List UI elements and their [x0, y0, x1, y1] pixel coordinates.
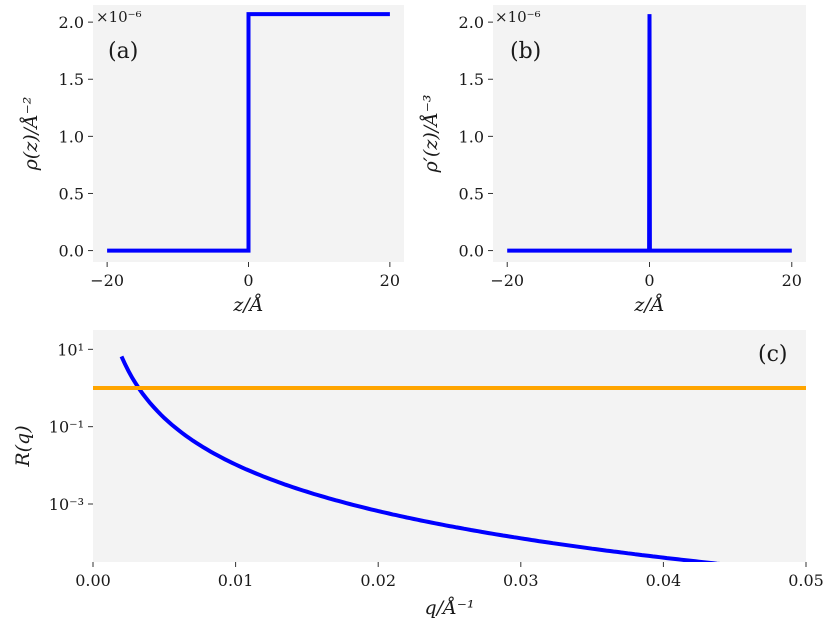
- y-tick-label: 2.0: [459, 13, 484, 32]
- panel-label: (a): [108, 39, 138, 64]
- y-tick-label: 10⁻¹: [49, 418, 84, 437]
- y-tick-label: 0.0: [459, 242, 484, 261]
- y-tick-label: 0.5: [59, 184, 84, 203]
- x-tick-label: 20: [380, 271, 400, 290]
- y-tick-label: 10⁻³: [49, 495, 84, 514]
- x-tick-label: 0.05: [788, 571, 824, 590]
- y-multiplier: ×10⁻⁶: [96, 8, 142, 26]
- x-tick-label: 0: [644, 271, 654, 290]
- y-axis-label: R(q): [12, 425, 34, 467]
- y-tick-label: 0.5: [459, 184, 484, 203]
- y-tick-label: 0.0: [59, 242, 84, 261]
- x-tick-label: −20: [90, 271, 124, 290]
- y-tick-label: 1.5: [459, 70, 484, 89]
- series-line-reflectivity: [119, 355, 721, 562]
- plot-area-c: [93, 330, 806, 562]
- x-tick-label: −20: [490, 271, 524, 290]
- series-line: [107, 12, 390, 253]
- x-axis-label: q/Å⁻¹: [425, 597, 475, 619]
- y-tick-label: 1.5: [59, 70, 84, 89]
- y-tick-label: 2.0: [59, 13, 84, 32]
- y-multiplier: ×10⁻⁶: [495, 8, 541, 26]
- x-axis-label: z/Å: [633, 294, 664, 316]
- series-line: [507, 14, 792, 253]
- y-axis-label: ρ′(z)/Å⁻³: [420, 94, 442, 173]
- y-axis-label: ρ(z)/Å⁻²: [20, 97, 42, 172]
- x-tick-label: 0: [243, 271, 253, 290]
- x-tick-label: 0.00: [75, 571, 111, 590]
- x-tick-label: 20: [782, 271, 802, 290]
- x-tick-label: 0.01: [218, 571, 254, 590]
- panel-label: (b): [510, 39, 541, 64]
- y-tick-label: 10¹: [57, 340, 84, 359]
- y-tick-label: 1.0: [459, 127, 484, 146]
- x-axis-label: z/Å: [232, 294, 263, 316]
- panel-label: (c): [758, 342, 788, 367]
- x-tick-label: 0.04: [646, 571, 682, 590]
- y-tick-label: 1.0: [59, 127, 84, 146]
- x-tick-label: 0.02: [360, 571, 396, 590]
- x-tick-label: 0.03: [503, 571, 539, 590]
